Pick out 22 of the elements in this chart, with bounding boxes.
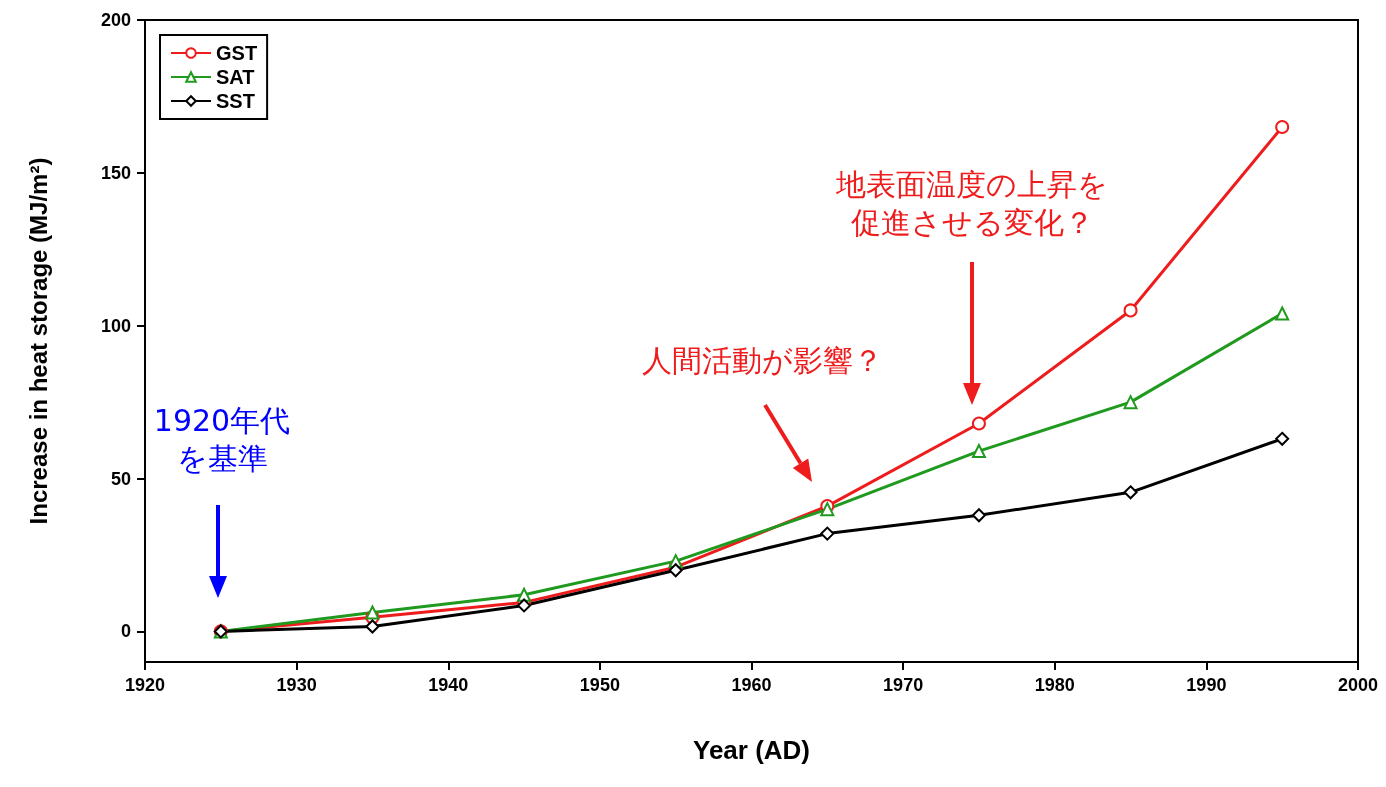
- x-tick-label: 1950: [579, 675, 620, 695]
- y-tick-label: 50: [110, 468, 131, 489]
- x-tick-label: 1930: [276, 675, 317, 695]
- legend-label: SST: [216, 90, 255, 112]
- legend-label: GST: [216, 42, 258, 64]
- x-tick-label: 1920: [124, 675, 166, 695]
- x-tick-label: 1990: [1186, 675, 1227, 695]
- y-tick-label: 200: [100, 10, 131, 30]
- annotation: 1920年代を基準: [152, 402, 292, 477]
- x-tick-label: 2000: [1337, 675, 1379, 695]
- x-tick-label: 1960: [731, 675, 772, 695]
- y-axis-title: Increase in heat storage (MJ/m²): [24, 157, 52, 525]
- x-tick-label: 1980: [1034, 675, 1075, 695]
- x-tick-label: 1970: [883, 675, 924, 695]
- y-tick-label: 150: [100, 162, 131, 183]
- y-tick-label: 100: [100, 315, 131, 336]
- annotation: 地表面温度の上昇を促進させる変化？: [835, 166, 1109, 241]
- legend-label: SAT: [216, 66, 255, 88]
- x-tick-label: 1940: [428, 675, 469, 695]
- x-axis-title: Year (AD): [692, 735, 811, 765]
- y-tick-label: 0: [120, 621, 131, 642]
- annotation: 人間活動が影響？: [640, 342, 884, 380]
